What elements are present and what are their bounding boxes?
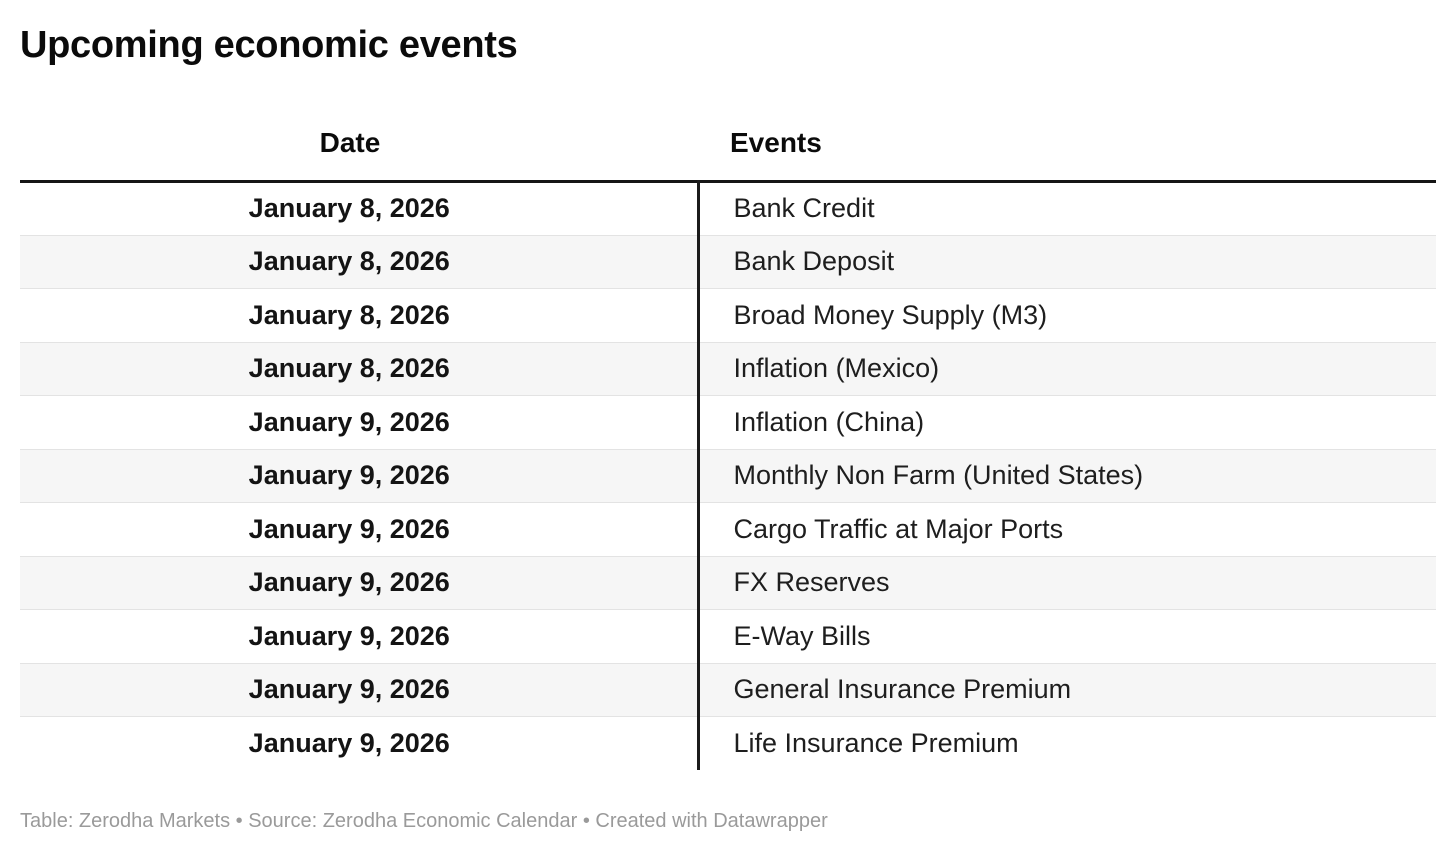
event-cell: Inflation (Mexico) <box>696 342 1436 396</box>
attribution-footer: Table: Zerodha Markets • Source: Zerodha… <box>20 810 828 832</box>
table-row: January 9, 2026 Cargo Traffic at Major P… <box>20 502 1436 556</box>
date-cell: January 8, 2026 <box>248 246 450 277</box>
table-header-row: Date Events <box>20 70 1436 182</box>
table-row: January 8, 2026 Broad Money Supply (M3) <box>20 288 1436 342</box>
page-title: Upcoming economic events <box>20 24 518 66</box>
table-row: January 9, 2026 Life Insurance Premium <box>20 716 1436 770</box>
date-cell: January 9, 2026 <box>248 406 450 437</box>
event-cell: E-Way Bills <box>696 609 1436 663</box>
table-row: January 8, 2026 Inflation (Mexico) <box>20 342 1436 396</box>
event-cell: General Insurance Premium <box>696 663 1436 717</box>
table-row: January 8, 2026 Bank Credit <box>20 181 1436 235</box>
date-cell: January 9, 2026 <box>248 460 450 491</box>
table-row: January 9, 2026 General Insurance Premiu… <box>20 663 1436 717</box>
event-cell: Bank Deposit <box>696 235 1436 289</box>
event-cell: Monthly Non Farm (United States) <box>696 449 1436 503</box>
economic-events-table: Date Events January 8, 2026 Bank Credit … <box>20 70 1436 770</box>
event-cell: Cargo Traffic at Major Ports <box>696 502 1436 556</box>
date-cell: January 8, 2026 <box>248 353 450 384</box>
table-row: January 9, 2026 Inflation (China) <box>20 395 1436 449</box>
datawrapper-table-page: Upcoming economic events Date Events Jan… <box>0 20 1456 853</box>
date-cell: January 9, 2026 <box>248 728 450 758</box>
date-cell: January 9, 2026 <box>248 674 450 705</box>
event-cell: Broad Money Supply (M3) <box>696 288 1436 342</box>
table-row: January 8, 2026 Bank Deposit <box>20 235 1436 289</box>
date-cell: January 8, 2026 <box>248 299 450 330</box>
column-header-events: Events <box>730 127 822 158</box>
date-cell: January 9, 2026 <box>248 513 450 544</box>
date-cell: January 9, 2026 <box>248 620 450 651</box>
table-row: January 9, 2026 FX Reserves <box>20 556 1436 610</box>
table-row: January 9, 2026 E-Way Bills <box>20 609 1436 663</box>
column-header-date: Date <box>319 127 381 158</box>
event-cell: Bank Credit <box>696 181 1436 235</box>
event-cell: Inflation (China) <box>696 395 1436 449</box>
date-cell: January 9, 2026 <box>248 567 450 598</box>
event-cell: FX Reserves <box>696 556 1436 610</box>
event-cell: Life Insurance Premium <box>696 716 1436 770</box>
table-row: January 9, 2026 Monthly Non Farm (United… <box>20 449 1436 503</box>
date-cell: January 8, 2026 <box>248 193 450 224</box>
